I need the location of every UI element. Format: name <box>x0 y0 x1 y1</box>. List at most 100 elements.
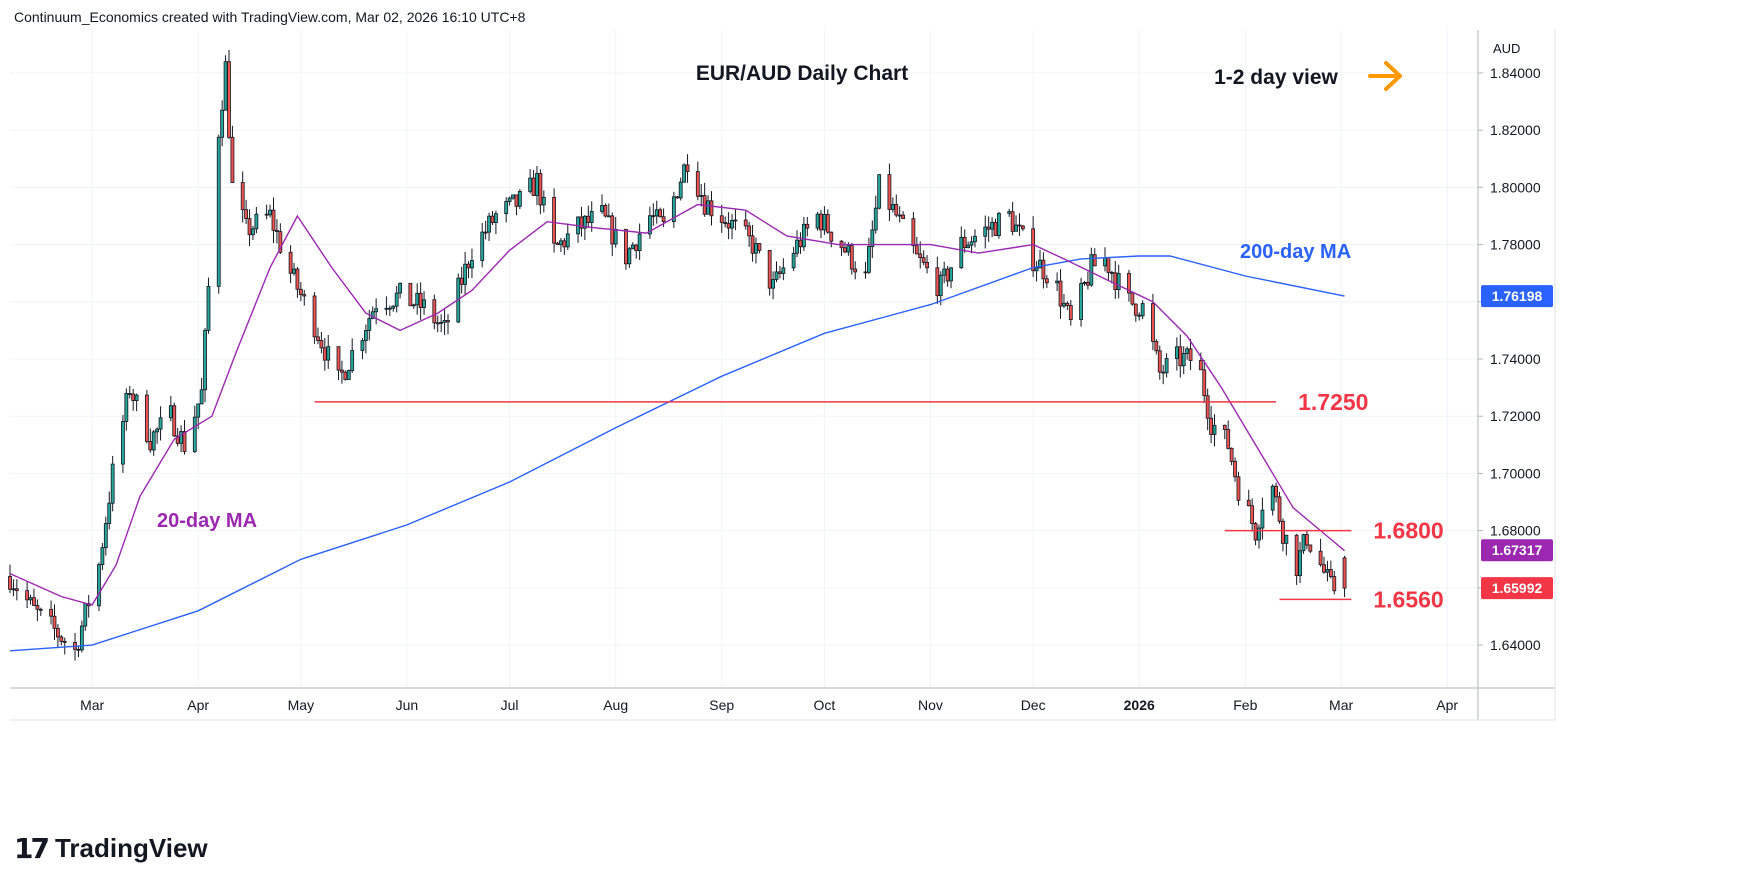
candle-up <box>346 369 351 380</box>
candle-up <box>107 491 112 530</box>
candle-body <box>647 215 652 235</box>
candle-body <box>1164 358 1169 374</box>
candle-down <box>1281 518 1285 552</box>
candle-down <box>914 236 919 255</box>
candle-body <box>350 350 355 371</box>
candle-body <box>1109 272 1114 274</box>
candle-body <box>849 245 854 270</box>
candle-down <box>446 314 450 335</box>
candle-up <box>559 237 563 252</box>
candle-body <box>603 205 608 217</box>
candle-down <box>1294 533 1299 585</box>
tradingview-logo[interactable]: 17 TradingView <box>14 832 208 865</box>
candle-body <box>97 564 101 607</box>
candle-up <box>442 309 447 336</box>
candle-body <box>695 171 700 197</box>
candle-body <box>993 221 998 237</box>
candle-down <box>1277 491 1282 524</box>
candle-body <box>997 212 1001 237</box>
candle-body <box>254 213 259 230</box>
candle-body <box>1044 278 1049 284</box>
candle-up <box>411 303 416 309</box>
candle-body <box>1034 267 1039 272</box>
x-tick-label: Jul <box>501 697 519 713</box>
candle-up <box>815 212 820 231</box>
candle-up <box>179 425 183 453</box>
y-tick-label: 1.64000 <box>1490 637 1541 653</box>
candle-body <box>134 394 139 401</box>
candle-body <box>326 346 331 361</box>
candle-down <box>1178 334 1183 378</box>
candle-up <box>1116 264 1121 299</box>
price-axis[interactable]: AUD1.840001.820001.800001.780001.760001.… <box>1478 41 1553 653</box>
candle-body <box>1086 281 1090 286</box>
candle-up <box>969 236 974 254</box>
candle-up <box>1079 277 1083 327</box>
candle-body <box>179 431 183 444</box>
candle-body <box>1260 509 1265 529</box>
candle-up <box>627 246 632 268</box>
candle-body <box>914 245 919 255</box>
candle-body <box>288 251 293 274</box>
candle-up <box>155 427 160 444</box>
candle-body <box>1058 280 1063 307</box>
candle-body <box>559 240 563 245</box>
y-tick-label: 1.80000 <box>1490 179 1541 195</box>
candle-body <box>911 218 916 247</box>
candle-body <box>1236 476 1241 501</box>
currency-label: AUD <box>1493 41 1520 56</box>
candle-body <box>562 240 567 248</box>
candle-body <box>781 267 786 274</box>
time-axis[interactable]: Mar Apr May Jun Jul Aug Sep Oct Nov Dec 2026 Feb Mar… <box>80 697 1458 713</box>
candle-body <box>227 61 231 138</box>
candle-down <box>298 282 303 302</box>
candle-body <box>1318 550 1323 566</box>
candle-up <box>480 222 485 268</box>
candle-body <box>223 61 228 111</box>
candle-body <box>144 394 149 442</box>
candle-down <box>887 163 892 222</box>
candle-up <box>630 242 635 250</box>
candle-body <box>757 243 762 251</box>
price-tag: 1.65992 <box>1481 577 1553 600</box>
candle-up <box>1325 560 1330 582</box>
chart-attribution: Continuum_Economics created with Trading… <box>14 9 526 25</box>
candle-body <box>624 228 628 265</box>
price-tag-label: 1.76198 <box>1492 288 1543 304</box>
chart-title: EUR/AUD Daily Chart <box>696 62 908 85</box>
candle-up <box>192 405 197 454</box>
candle-body <box>62 640 67 643</box>
price-tag-label: 1.67317 <box>1492 542 1543 558</box>
price-tag-label: 1.65992 <box>1492 580 1543 596</box>
candle-body <box>719 215 724 223</box>
y-tick-label: 1.78000 <box>1490 237 1541 253</box>
candle-body <box>613 228 618 245</box>
x-tick-label: Dec <box>1021 697 1046 713</box>
y-tick-label: 1.82000 <box>1490 122 1541 138</box>
candle-body <box>302 294 307 297</box>
candle-up <box>582 214 587 241</box>
candle-up <box>1089 247 1094 287</box>
candle-body <box>1137 314 1142 317</box>
candle-down <box>1068 300 1073 326</box>
candle-body <box>767 250 772 289</box>
candle-body <box>829 231 834 242</box>
candle-down <box>1041 252 1046 289</box>
candle-down <box>829 231 834 248</box>
candle-up <box>1301 533 1306 554</box>
candle-body <box>480 231 485 261</box>
candle-body <box>586 215 591 223</box>
candle-body <box>1178 346 1183 367</box>
candle-body <box>1116 272 1121 291</box>
candle-body <box>251 228 255 236</box>
candle-body <box>38 608 43 611</box>
candle-up <box>254 206 259 234</box>
candle-down <box>316 327 320 345</box>
candle-down <box>144 389 149 444</box>
candle-down <box>247 209 252 247</box>
x-tick-label: Apr <box>187 697 209 713</box>
candle-body <box>1253 523 1258 541</box>
candle-down <box>172 402 177 437</box>
candle-body <box>244 209 249 219</box>
